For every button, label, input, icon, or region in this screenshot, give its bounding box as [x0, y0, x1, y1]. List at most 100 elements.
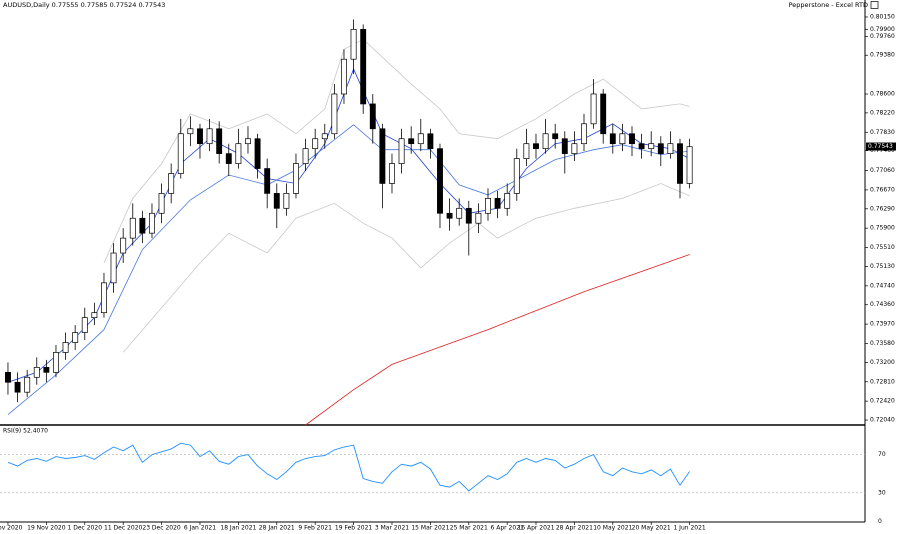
y-tick-label: 0.80150	[870, 13, 895, 20]
x-tick-label: 10 May 2021	[593, 525, 632, 532]
candle-body	[33, 366, 40, 378]
candle-body	[427, 133, 434, 150]
y-tick-label: 0.72810	[870, 378, 895, 385]
y-tick-label: 0.78600	[870, 90, 895, 97]
candle-body	[590, 93, 597, 125]
candle-body	[101, 282, 107, 314]
candle-body	[379, 128, 386, 184]
y-tick-label: 0.72040	[870, 417, 895, 424]
candle-body	[561, 138, 568, 154]
x-tick-label: 1 Dec 2020	[68, 525, 103, 532]
candle-body	[225, 153, 232, 164]
x-tick-label: 11 Dec 2020	[104, 525, 143, 532]
candle-body	[110, 252, 117, 284]
rsi-title: RSI(9) 52.4070	[3, 428, 48, 435]
candle-body	[81, 317, 88, 333]
candle-body	[293, 163, 299, 194]
candle-body	[360, 29, 367, 105]
candle-body	[475, 212, 482, 224]
y-tick-label: 0.75510	[870, 244, 895, 251]
rsi-tick-label: 30	[878, 489, 886, 496]
candle-body	[667, 143, 674, 154]
candle-body	[177, 133, 184, 174]
x-tick-label: 15 Mar 2021	[411, 525, 449, 532]
y-tick-label: 0.73200	[870, 359, 895, 366]
candle-body	[398, 138, 405, 164]
candle-body	[24, 376, 31, 393]
candle-body	[417, 133, 424, 145]
candle-body	[53, 352, 59, 373]
x-tick-label: 20 May 2021	[632, 525, 671, 532]
candle-body	[350, 29, 357, 60]
candle-body	[72, 332, 79, 343]
candle-body	[341, 58, 347, 95]
candle-body	[581, 123, 587, 145]
x-tick-label: 3 Mar 2021	[375, 525, 409, 532]
x-tick-label: 23 Dec 2020	[142, 525, 181, 532]
candle-body	[494, 198, 501, 209]
x-tick-label: 9 Feb 2021	[298, 525, 332, 532]
candle-body	[91, 312, 98, 318]
candle-body	[408, 138, 415, 145]
candle-body	[197, 128, 203, 145]
candle-body	[465, 207, 472, 224]
candle-body	[283, 193, 290, 209]
y-tick-label: 0.77830	[870, 129, 895, 136]
indicator-line	[122, 183, 690, 353]
y-tick-label: 0.78220	[870, 109, 895, 116]
y-tick-label: 0.79760	[870, 33, 895, 40]
candle-body	[43, 366, 50, 373]
candle-body	[312, 138, 319, 150]
candle-body	[168, 173, 175, 194]
candle-body	[369, 103, 376, 130]
candle-body	[14, 381, 21, 393]
candle-body	[552, 133, 559, 140]
x-tick-label: 18 Jan 2021	[220, 525, 256, 532]
current-price-box	[866, 142, 896, 151]
x-tick-label: 28 Apr 2021	[556, 525, 593, 532]
y-tick-label: 0.76290	[870, 205, 895, 212]
candle-body	[504, 193, 511, 209]
x-tick-label: 6 Jan 2021	[184, 525, 216, 532]
candle-body	[302, 148, 309, 164]
candle-body	[485, 198, 491, 214]
candle-body	[62, 342, 69, 353]
y-tick-label: 0.75130	[870, 263, 895, 270]
candle-body	[657, 143, 664, 154]
candle-body	[206, 128, 213, 145]
current-price-label: 0.77543	[868, 143, 893, 150]
candle-body	[129, 217, 136, 239]
x-tick-label: 19 Feb 2021	[335, 525, 373, 532]
candle-body	[686, 146, 693, 184]
candle-body	[254, 138, 261, 169]
candle-body	[389, 163, 395, 184]
candle-body	[139, 217, 146, 234]
candle-body	[446, 212, 453, 219]
candle-body	[273, 193, 280, 209]
rsi-line	[7, 442, 690, 492]
y-tick-label: 0.76670	[870, 186, 895, 193]
broker-icon[interactable]	[870, 1, 879, 9]
x-tick-label: 25 Mar 2021	[450, 525, 488, 532]
candle-body	[619, 133, 626, 145]
rsi-tick-label: 0	[878, 518, 882, 525]
x-tick-label: 1 Jun 2021	[673, 525, 705, 532]
y-tick-label: 0.75900	[870, 225, 895, 232]
candle-body	[629, 133, 635, 145]
candle-body	[331, 93, 338, 135]
indicator-line	[103, 38, 690, 264]
candle-body	[609, 133, 616, 145]
candle-body	[456, 207, 463, 219]
candle-body	[513, 158, 520, 194]
candle-body	[321, 133, 328, 140]
candle-body	[158, 193, 165, 214]
candle-body	[187, 128, 194, 135]
y-tick-label: 0.79380	[870, 52, 895, 59]
candle-body	[600, 93, 607, 135]
candle-body	[235, 143, 242, 164]
y-tick-label: 0.73970	[870, 321, 895, 328]
x-tick-label: 6 Apr 2021	[491, 525, 524, 532]
candle-body	[677, 143, 683, 184]
